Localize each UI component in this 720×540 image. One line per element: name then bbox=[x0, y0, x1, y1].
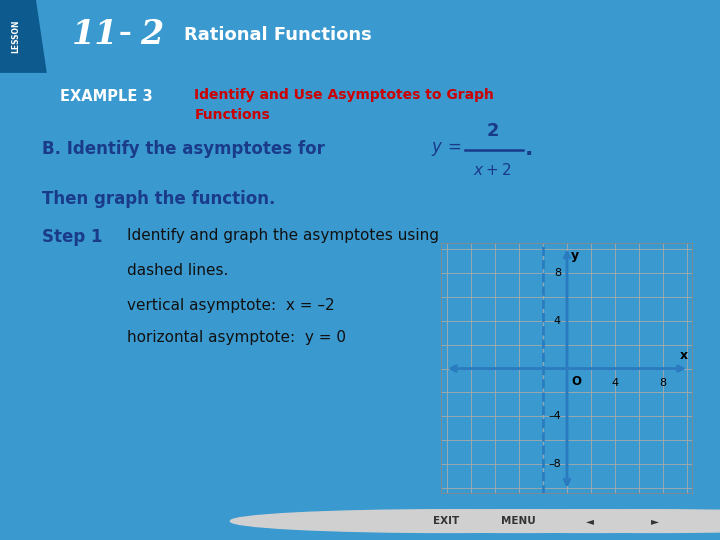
Text: Identify and Use Asymptotes to Graph: Identify and Use Asymptotes to Graph bbox=[194, 88, 494, 102]
Text: .: . bbox=[525, 139, 534, 159]
Text: Identify and graph the asymptotes using: Identify and graph the asymptotes using bbox=[127, 228, 439, 243]
Text: y: y bbox=[571, 249, 580, 262]
Text: EXAMPLE 3: EXAMPLE 3 bbox=[60, 89, 153, 104]
Circle shape bbox=[374, 510, 720, 532]
Text: horizontal asymptote:  y = 0: horizontal asymptote: y = 0 bbox=[127, 330, 346, 345]
Text: O: O bbox=[571, 375, 581, 388]
Text: dashed lines.: dashed lines. bbox=[127, 263, 228, 278]
Text: –: – bbox=[119, 21, 132, 45]
Text: 4: 4 bbox=[611, 378, 618, 388]
Circle shape bbox=[439, 510, 720, 532]
Text: Then graph the function.: Then graph the function. bbox=[42, 190, 276, 208]
Text: Functions: Functions bbox=[194, 107, 270, 122]
Text: MENU: MENU bbox=[501, 516, 536, 526]
Text: EXIT: EXIT bbox=[433, 516, 459, 526]
Text: 2: 2 bbox=[486, 122, 499, 140]
Text: –4: –4 bbox=[548, 411, 561, 421]
Text: vertical asymptote:  x = –2: vertical asymptote: x = –2 bbox=[127, 298, 335, 313]
Circle shape bbox=[230, 510, 662, 532]
Text: Rational Functions: Rational Functions bbox=[184, 26, 372, 44]
Text: B. Identify the asymptotes for: B. Identify the asymptotes for bbox=[42, 140, 325, 158]
Text: –8: –8 bbox=[548, 459, 561, 469]
Text: $y\,=$: $y\,=$ bbox=[431, 140, 462, 158]
Text: $x+2$: $x+2$ bbox=[473, 161, 511, 178]
Circle shape bbox=[302, 510, 720, 532]
Text: LESSON: LESSON bbox=[12, 19, 20, 53]
Bar bbox=[441, 243, 693, 494]
Text: x: x bbox=[680, 349, 688, 362]
Text: 2: 2 bbox=[140, 18, 163, 51]
Polygon shape bbox=[0, 0, 47, 73]
Text: 8: 8 bbox=[659, 378, 666, 388]
Text: Step 1: Step 1 bbox=[42, 228, 103, 246]
Text: ►: ► bbox=[651, 516, 660, 526]
Text: 8: 8 bbox=[554, 268, 561, 278]
Text: ◄: ◄ bbox=[586, 516, 595, 526]
Text: 4: 4 bbox=[554, 316, 561, 326]
Text: 11: 11 bbox=[72, 18, 119, 51]
